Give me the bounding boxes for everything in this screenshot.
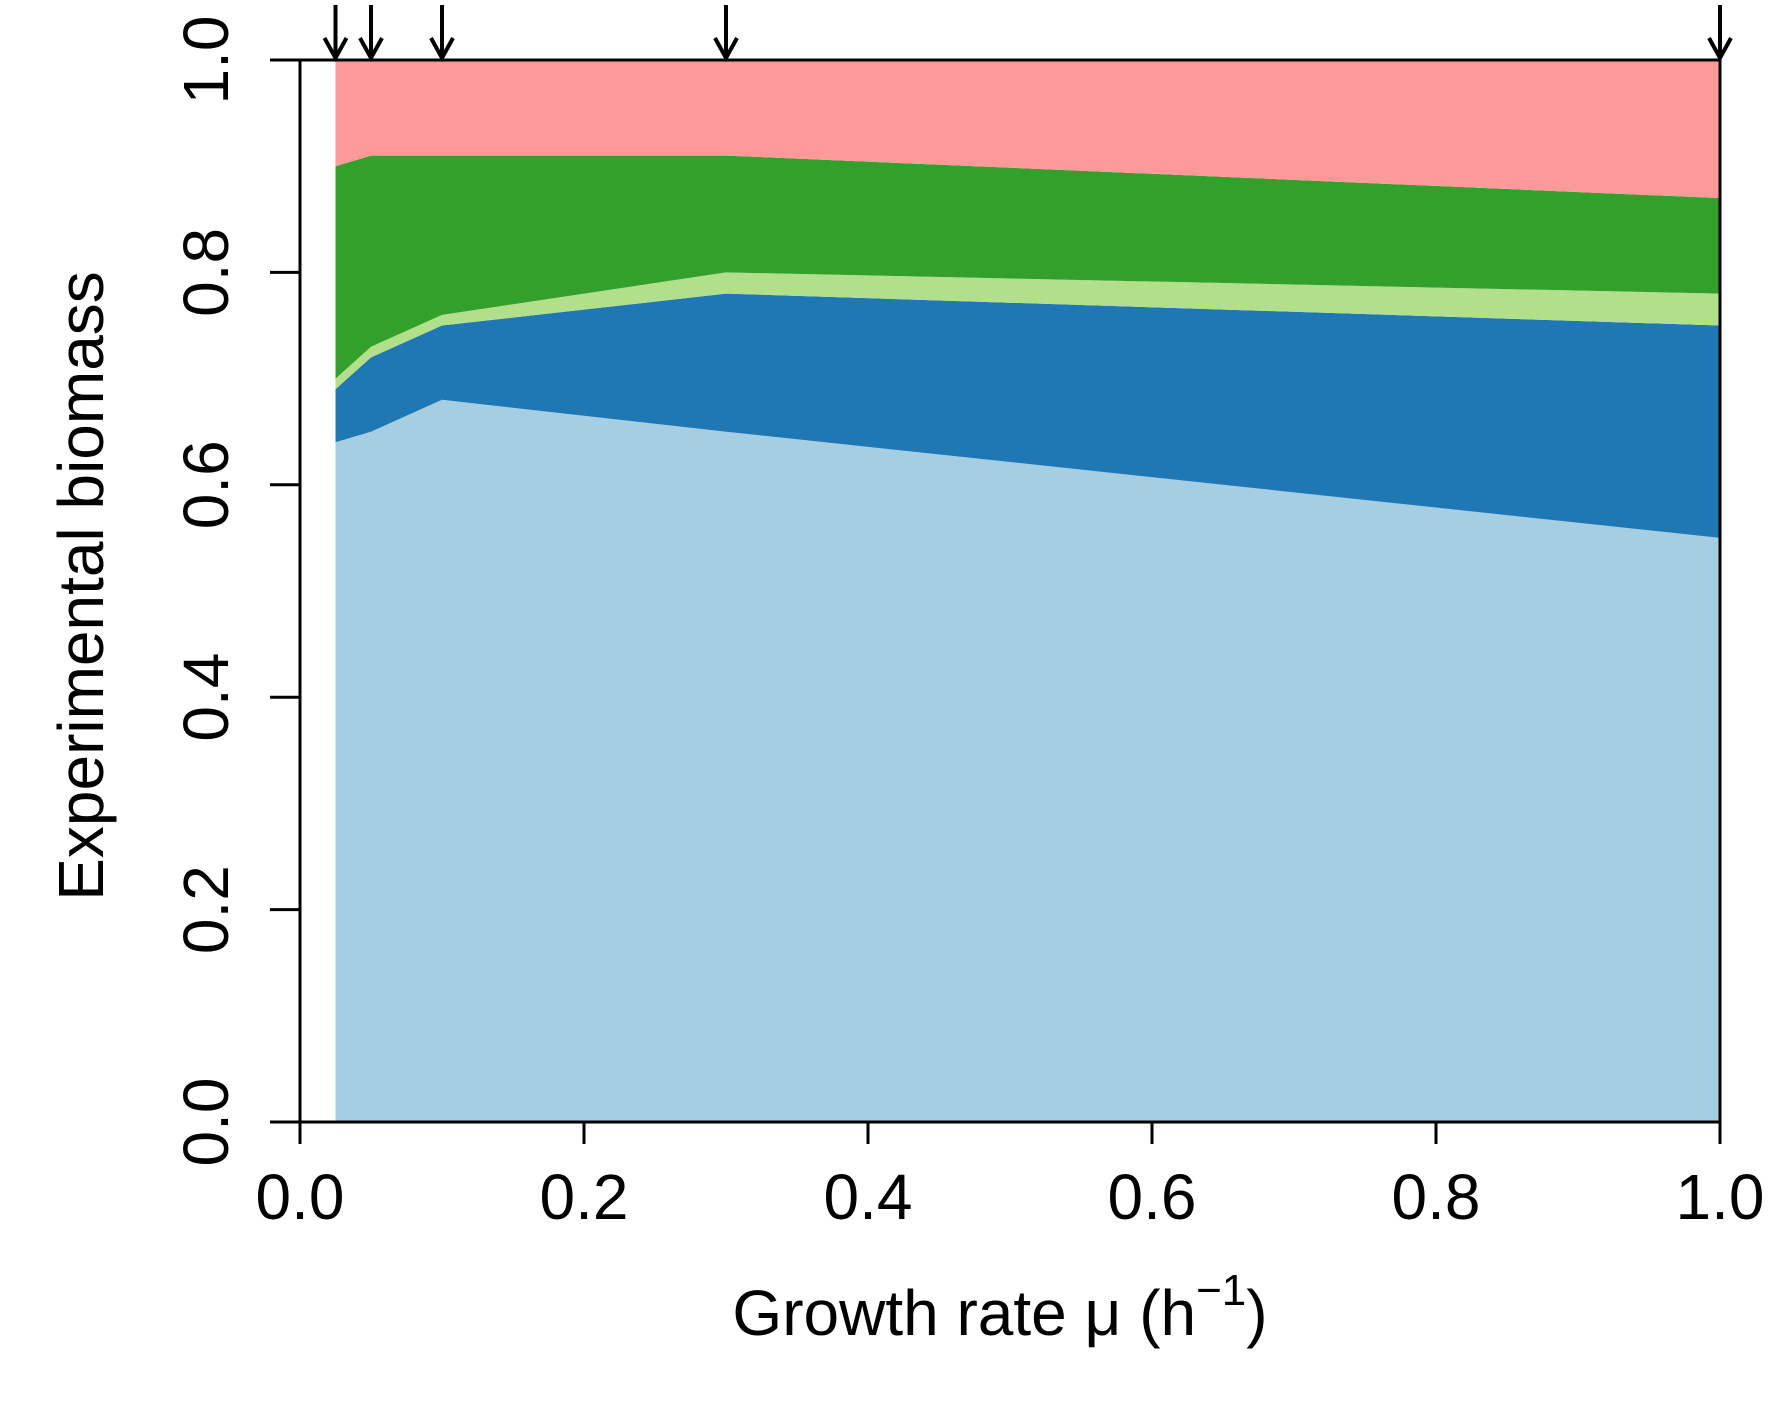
x-axis-title: Growth rate μ (h−1) [732, 1266, 1267, 1349]
arrow-markers [322, 5, 1733, 63]
x-tick-label: 0.8 [1392, 1161, 1481, 1233]
x-axis-unit-exponent: −1 [1196, 1266, 1246, 1315]
area-layer-1 [335, 399, 1720, 1122]
x-tick-label: 1.0 [1676, 1161, 1765, 1233]
x-tick-label: 0.6 [1108, 1161, 1197, 1233]
area-layer-2 [335, 293, 1720, 538]
down-arrow-icon [358, 5, 384, 63]
y-tick-label: 0.8 [170, 228, 242, 317]
x-tick-label: 0.2 [540, 1161, 629, 1233]
down-arrow-icon [429, 5, 455, 63]
y-tick-label: 0.0 [170, 1078, 242, 1167]
x-axis-title-main: Growth rate μ [732, 1277, 1139, 1349]
axes [270, 58, 1722, 1144]
x-tick-label: 0.4 [824, 1161, 913, 1233]
arrow-head [358, 37, 384, 63]
down-arrow-icon [713, 5, 739, 63]
y-tick-label: 0.6 [170, 440, 242, 529]
x-tick-label: 0.0 [256, 1161, 345, 1233]
arrow-head [713, 37, 739, 63]
x-axis-unit-open: (h [1139, 1277, 1196, 1349]
y-axis-title: Experimental biomass [45, 271, 117, 901]
axis-labels: 0.0 0.2 0.4 0.6 0.8 1.0 0.0 0.2 0.4 0.6 0.8 1.0 Expe… [45, 16, 1764, 1349]
y-tick-label: 0.4 [170, 653, 242, 742]
area-layer-5 [335, 60, 1720, 199]
down-arrow-icon [1707, 5, 1733, 63]
area-layers [335, 60, 1720, 1122]
arrow-head [322, 37, 349, 63]
y-tick-label: 1.0 [170, 16, 242, 105]
down-arrow-icon [322, 5, 349, 63]
arrow-head [429, 37, 455, 63]
area-layer-4 [335, 155, 1720, 379]
area-layer-3 [335, 272, 1720, 390]
y-tick-label: 0.2 [170, 865, 242, 954]
x-axis-unit-close: ) [1246, 1277, 1267, 1349]
arrow-head [1707, 37, 1733, 63]
